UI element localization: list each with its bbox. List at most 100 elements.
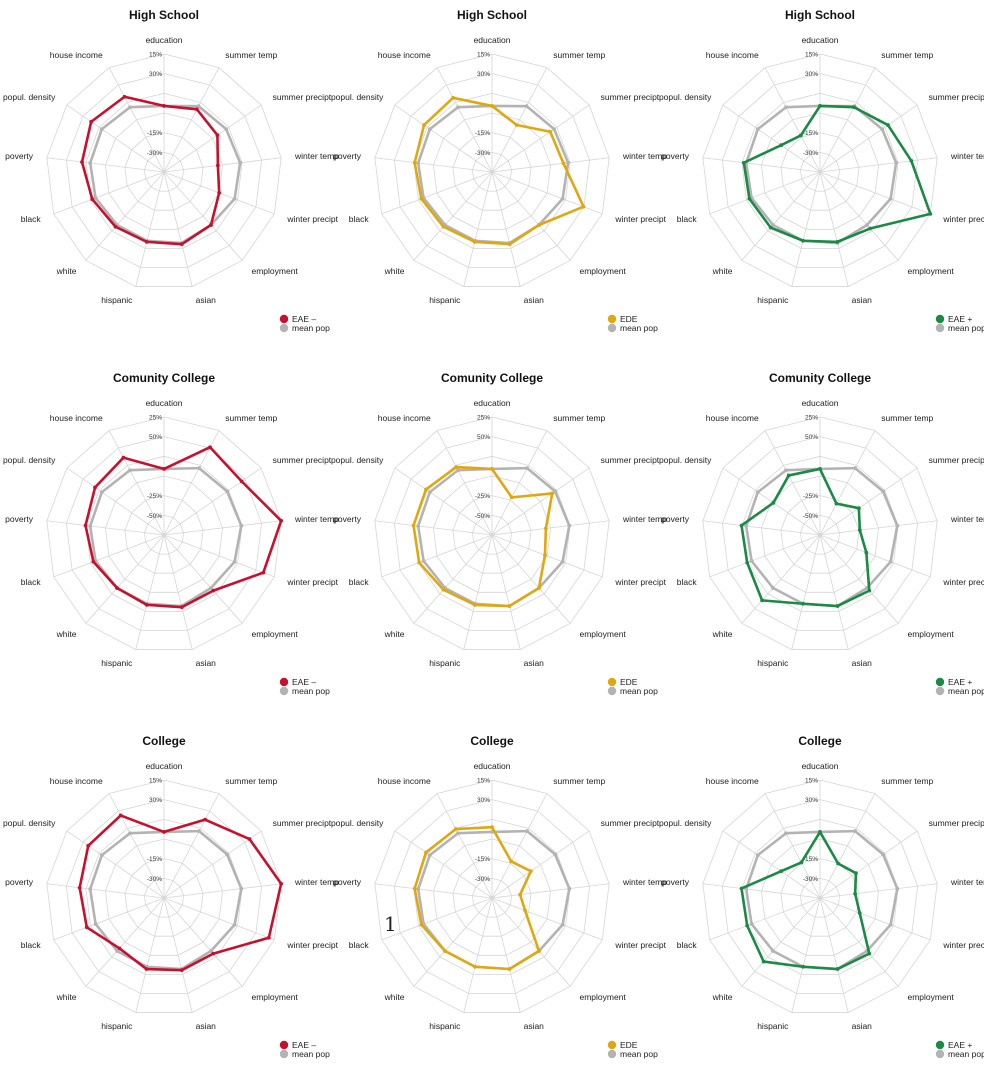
axis-spoke: [491, 897, 571, 987]
axis-label-winter-precipt: winter precipt: [942, 940, 984, 950]
legend-swatch-eae: [279, 314, 289, 324]
series-line: [412, 465, 554, 608]
radar-chart-grid: High School education summer temp summer pr…: [3, 8, 984, 1059]
data-point: [93, 485, 97, 490]
legend-swatch-mean-pop: [935, 323, 945, 333]
data-point: [232, 922, 237, 927]
legend-label-eae: EAE –: [292, 1040, 316, 1050]
radial-tick-label: -15%: [147, 856, 162, 863]
grid-ring: [800, 151, 840, 192]
grid-ring: [144, 877, 184, 918]
axis-label-education: education: [802, 35, 839, 45]
data-point: [798, 133, 803, 138]
axis-label-winter-precipt: winter precipt: [286, 577, 338, 587]
data-point: [553, 852, 558, 857]
data-point: [239, 523, 244, 528]
data-point: [490, 104, 494, 108]
axis-spoke: [163, 157, 282, 173]
axis-label-winter-precipt: winter precipt: [286, 214, 338, 224]
data-point: [537, 223, 541, 227]
grid-ring: [472, 151, 512, 192]
data-point: [128, 831, 132, 836]
legend-swatch-mean-pop: [279, 1049, 289, 1059]
radar-chart-4: Comunity College education summer temp summ…: [3, 371, 339, 696]
data-point: [225, 489, 230, 494]
data-point: [881, 489, 886, 494]
axis-label-summer-temp: summer temp: [225, 776, 277, 786]
data-point: [115, 949, 119, 953]
legend-label-ede: EDE: [620, 314, 638, 324]
chart-title: College: [142, 734, 186, 748]
legend-label-ede: EDE: [620, 1040, 638, 1050]
radial-tick-label: 15%: [477, 52, 490, 59]
data-point: [836, 861, 840, 866]
axis-label-hispanic: hispanic: [757, 295, 789, 305]
axis-spoke: [819, 171, 931, 215]
data-point: [784, 105, 788, 110]
axis-label-employment: employment: [908, 992, 955, 1002]
grid-ring: [472, 514, 512, 555]
data-point: [472, 239, 477, 244]
axis-label-employment: employment: [908, 266, 955, 276]
radial-tick-label: 30%: [805, 797, 818, 804]
axis-spoke: [381, 171, 493, 215]
grid-ring: [780, 858, 860, 937]
data-point: [886, 123, 890, 127]
axis-label-winter-temp: winter temp: [622, 514, 667, 524]
radial-tick-label: 30%: [149, 797, 162, 804]
axis-label-summer-temp: summer temp: [225, 413, 277, 423]
radar-chart-7: College education summer temp summer precip…: [3, 734, 339, 1059]
axis-label-asian: asian: [524, 295, 545, 305]
data-point: [144, 239, 149, 244]
data-point: [525, 829, 529, 834]
series-eae: [741, 104, 933, 244]
series-line: [740, 467, 871, 608]
data-point: [86, 843, 91, 848]
axis-spoke: [108, 430, 165, 536]
axis-spoke: [722, 467, 821, 536]
data-point: [247, 837, 252, 841]
radial-tick-label: -50%: [475, 513, 490, 520]
axis-label-house-income: house income: [50, 50, 103, 60]
data-point: [419, 922, 424, 927]
axis-spoke: [819, 897, 899, 987]
data-point: [543, 526, 548, 531]
legend-swatch-ede: [607, 677, 617, 687]
legend-swatch-eae: [935, 314, 945, 324]
series-line: [78, 814, 283, 972]
data-point: [419, 196, 424, 201]
axis-label-white: white: [712, 992, 733, 1002]
data-point: [416, 161, 421, 165]
axis-label-education: education: [146, 761, 183, 771]
grid-ring: [433, 838, 551, 956]
data-point: [456, 468, 460, 473]
legend-swatch-mean-pop: [279, 686, 289, 696]
axis-spoke: [394, 467, 493, 536]
axis-label-winter-temp: winter temp: [950, 151, 984, 161]
data-point: [852, 105, 856, 110]
axis-spoke: [791, 534, 821, 650]
data-point: [411, 523, 416, 528]
axis-label-white: white: [384, 266, 405, 276]
axis-label-employment: employment: [908, 629, 955, 639]
grid-ring: [65, 799, 263, 994]
axis-spoke: [135, 534, 165, 650]
data-point: [745, 923, 750, 928]
data-point: [209, 223, 213, 227]
axis-label-poverty: poverty: [5, 514, 34, 524]
legend-label-mean-pop: mean pop: [948, 1049, 984, 1059]
axis-spoke: [491, 430, 548, 536]
axis-label-summer-precipt: summer precipt: [929, 455, 984, 465]
grid-ring: [413, 92, 571, 249]
data-point: [215, 133, 220, 138]
axis-label-house-income: house income: [706, 50, 759, 60]
data-point: [818, 467, 822, 471]
data-point: [279, 518, 284, 523]
grid-ring: [413, 455, 571, 612]
grid-ring: [702, 779, 938, 1013]
axis-spoke: [491, 534, 603, 578]
data-point: [416, 887, 421, 891]
axis-label-summer-precipt: summer precipt: [273, 92, 332, 102]
axis-label-house-income: house income: [50, 776, 103, 786]
data-point: [128, 105, 132, 110]
